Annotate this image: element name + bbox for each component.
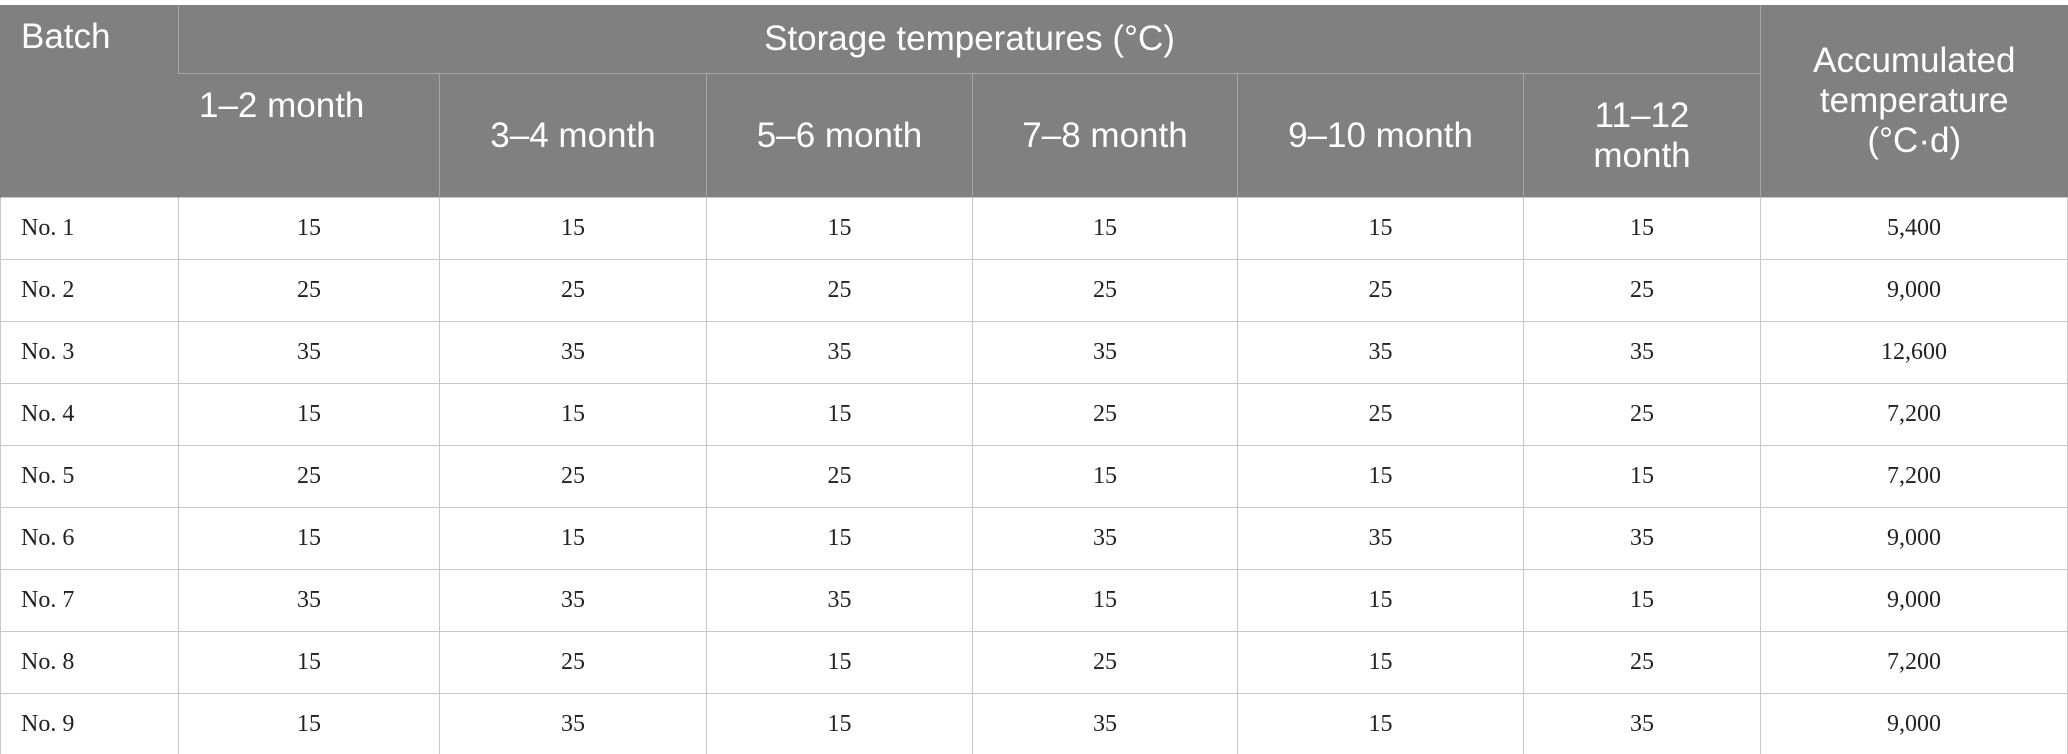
table-cell: 15 — [1522, 445, 1762, 508]
header-row: Batch Storage temperatures (°C) Accumula… — [0, 5, 2068, 198]
table-cell: 15 — [178, 383, 440, 446]
table-row: No. 1 15 15 15 15 15 15 5,400 — [0, 197, 2068, 260]
table-cell: No. 7 — [0, 569, 179, 632]
table-cell: 7,200 — [1760, 383, 2068, 446]
table-cell: 25 — [972, 631, 1238, 694]
table-cell: 35 — [706, 569, 973, 632]
header-cell: Batch — [0, 5, 179, 198]
table-cell: 15 — [1522, 197, 1762, 260]
table-cell: 15 — [178, 507, 440, 570]
table-cell: 35 — [178, 321, 440, 384]
table-cell: 35 — [972, 693, 1238, 754]
table-cell: No. 4 — [0, 383, 179, 446]
header-cell: 9–10 month — [1237, 73, 1524, 198]
table-row: No. 5 25 25 25 15 15 15 7,200 — [0, 445, 2068, 508]
table-body: No. 1 15 15 15 15 15 15 5,400 No. 2 25 25 25 25 25 25 9… — [0, 197, 2068, 754]
table-cell: 35 — [1237, 321, 1524, 384]
table-cell: 15 — [706, 631, 973, 694]
table-cell: 25 — [706, 445, 973, 508]
table-cell: 7,200 — [1760, 445, 2068, 508]
table-cell: 15 — [439, 507, 707, 570]
table-cell: 15 — [1237, 693, 1524, 754]
table-cell: 15 — [706, 693, 973, 754]
table-cell: 25 — [1237, 383, 1524, 446]
table-cell: 15 — [1237, 631, 1524, 694]
table-cell: 25 — [1522, 631, 1762, 694]
header-cell: 7–8 month — [972, 73, 1238, 198]
table-cell: 35 — [439, 569, 707, 632]
table-cell: 25 — [1237, 259, 1524, 322]
table-cell: 12,600 — [1760, 321, 2068, 384]
table-cell: 15 — [1237, 569, 1524, 632]
table-cell: 25 — [706, 259, 973, 322]
table-cell: 15 — [706, 507, 973, 570]
table-cell: No. 1 — [0, 197, 179, 260]
table-cell: No. 3 — [0, 321, 179, 384]
table-cell: 9,000 — [1760, 507, 2068, 570]
data-table: Batch Storage temperatures (°C) Accumula… — [0, 5, 2068, 754]
table-row: No. 6 15 15 15 35 35 35 9,000 — [0, 507, 2068, 570]
table-cell: No. 8 — [0, 631, 179, 694]
table-cell: No. 5 — [0, 445, 179, 508]
table-cell: 15 — [706, 197, 973, 260]
table-cell: 35 — [972, 507, 1238, 570]
table-cell: 25 — [972, 383, 1238, 446]
table-cell: 25 — [439, 445, 707, 508]
table-cell: 15 — [1237, 197, 1524, 260]
table-cell: 15 — [439, 383, 707, 446]
table-cell: 25 — [439, 259, 707, 322]
header-row: 1–2 month 3–4 month 5–6 month 7–8 month 9–10… — [1, 73, 2068, 198]
table-cell: 35 — [178, 569, 440, 632]
table-cell: 35 — [1522, 693, 1762, 754]
table-cell: 15 — [1522, 569, 1762, 632]
header-cell: 11–12 month — [1522, 73, 1761, 198]
table-row: No. 7 35 35 35 15 15 15 9,000 — [0, 569, 2068, 632]
table-cell: 15 — [178, 631, 440, 694]
table-cell: No. 9 — [0, 693, 179, 754]
table-cell: 15 — [972, 569, 1238, 632]
table-cell: 5,400 — [1760, 197, 2068, 260]
table-cell: 25 — [178, 445, 440, 508]
table-row: No. 8 15 25 15 25 15 25 7,200 — [0, 631, 2068, 694]
table-row: No. 2 25 25 25 25 25 25 9,000 — [0, 259, 2068, 322]
table-cell: 35 — [706, 321, 973, 384]
header-cell: Accumulated temperature (°C·d) — [1760, 5, 2068, 198]
header-cell: 3–4 month — [439, 73, 707, 198]
table-cell: 9,000 — [1760, 693, 2068, 754]
table-cell: No. 2 — [0, 259, 179, 322]
table-cell: 9,000 — [1760, 569, 2068, 632]
table-cell: 15 — [178, 197, 440, 260]
table-cell: 35 — [439, 321, 707, 384]
table-cell: 15 — [972, 197, 1238, 260]
table-cell: 35 — [1522, 321, 1762, 384]
table-cell: 35 — [439, 693, 707, 754]
header-cell: Storage temperatures (°C) — [177, 5, 1761, 74]
table-cell: 9,000 — [1760, 259, 2068, 322]
table-cell: 15 — [972, 445, 1238, 508]
header-cell: 1–2 month — [178, 73, 440, 198]
table-cell: 15 — [1237, 445, 1524, 508]
table-cell: 25 — [1522, 383, 1762, 446]
table-cell: 15 — [178, 693, 440, 754]
table-cell: 15 — [706, 383, 973, 446]
table-row: No. 9 15 35 15 35 15 35 9,000 — [0, 693, 2068, 754]
table-cell: 15 — [439, 197, 707, 260]
table-cell: 25 — [439, 631, 707, 694]
table-cell: 35 — [972, 321, 1238, 384]
table-cell: 35 — [1237, 507, 1524, 570]
table-cell: 35 — [1522, 507, 1762, 570]
table-cell: 25 — [1522, 259, 1762, 322]
table-row: No. 3 35 35 35 35 35 35 12,600 — [0, 321, 2068, 384]
header-cell: 5–6 month — [706, 73, 973, 198]
table-cell: 25 — [178, 259, 440, 322]
table-row: No. 4 15 15 15 25 25 25 7,200 — [0, 383, 2068, 446]
table-cell: 25 — [972, 259, 1238, 322]
table-cell: No. 6 — [0, 507, 179, 570]
table-cell: 7,200 — [1760, 631, 2068, 694]
